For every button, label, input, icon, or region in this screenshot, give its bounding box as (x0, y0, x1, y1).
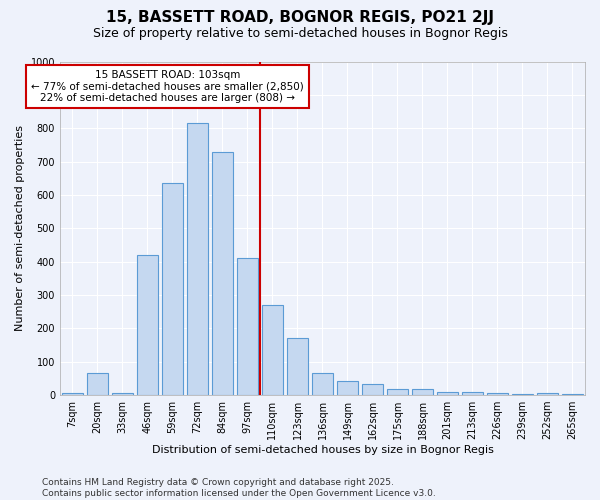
Bar (62, 394, 83, 395)
Bar (362, 384, 383, 395)
Y-axis label: Number of semi-detached properties: Number of semi-detached properties (15, 126, 25, 332)
Bar (537, 394, 558, 395)
Bar (237, 258, 258, 395)
Bar (562, 394, 583, 395)
Bar (212, 152, 233, 395)
Bar (412, 389, 433, 395)
Bar (487, 394, 508, 395)
X-axis label: Distribution of semi-detached houses by size in Bognor Regis: Distribution of semi-detached houses by … (152, 445, 493, 455)
Bar (137, 255, 158, 395)
Text: Size of property relative to semi-detached houses in Bognor Regis: Size of property relative to semi-detach… (92, 28, 508, 40)
Bar (112, 394, 133, 395)
Bar (462, 392, 483, 395)
Bar (262, 305, 283, 395)
Text: 15, BASSETT ROAD, BOGNOR REGIS, PO21 2JJ: 15, BASSETT ROAD, BOGNOR REGIS, PO21 2JJ (106, 10, 494, 25)
Bar (187, 123, 208, 395)
Bar (87, 374, 108, 395)
Bar (287, 338, 308, 395)
Bar (337, 381, 358, 395)
Bar (162, 184, 183, 395)
Text: Contains HM Land Registry data © Crown copyright and database right 2025.
Contai: Contains HM Land Registry data © Crown c… (42, 478, 436, 498)
Bar (437, 392, 458, 395)
Bar (312, 374, 333, 395)
Text: 15 BASSETT ROAD: 103sqm
← 77% of semi-detached houses are smaller (2,850)
22% of: 15 BASSETT ROAD: 103sqm ← 77% of semi-de… (31, 70, 304, 103)
Bar (387, 389, 408, 395)
Bar (512, 394, 533, 395)
